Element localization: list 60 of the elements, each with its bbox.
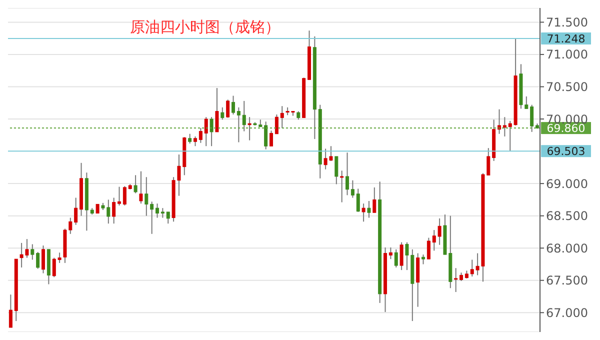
candlestick: [274, 114, 278, 134]
candlestick: [334, 156, 338, 185]
candlestick: [134, 174, 138, 194]
ref-line-label: 71.248: [546, 32, 586, 46]
candlestick: [270, 130, 274, 147]
candlestick: [144, 176, 148, 216]
candlestick: [118, 186, 122, 206]
candlestick: [166, 211, 170, 224]
candlestick: [188, 133, 192, 144]
candlestick: [280, 106, 284, 129]
candlestick: [502, 116, 506, 137]
y-tick-label: 71.500: [546, 15, 588, 30]
candlestick: [367, 200, 371, 218]
y-tick-label: 67.500: [546, 274, 588, 288]
candlestick: [156, 203, 160, 218]
candlestick: [232, 95, 236, 115]
candlestick: [204, 116, 208, 147]
text: 原油四小时图（成铭）: [130, 18, 280, 37]
candlestick: [388, 246, 392, 260]
candlestick: [372, 186, 376, 214]
candlestick: [226, 99, 230, 118]
ref-line-label: 69.503: [546, 145, 586, 158]
candlestick: [160, 208, 164, 218]
candlestick: [426, 237, 430, 260]
candlestick: [248, 116, 252, 141]
candlestick: [74, 197, 78, 226]
candlestick: [198, 128, 202, 144]
candlestick: [8, 294, 12, 328]
y-tick-label: 68.000: [546, 241, 588, 256]
candlestick: [215, 88, 219, 132]
candlestick: [346, 152, 350, 196]
candlestick: [220, 106, 224, 120]
candlestick: [210, 116, 214, 147]
candlestick: [454, 268, 458, 292]
y-tick-label: 68.500: [546, 209, 588, 224]
candlestick: [422, 254, 426, 265]
candlestick: [122, 186, 126, 206]
candlestick: [400, 242, 404, 271]
candlestick: [30, 244, 34, 260]
y-tick-label: 71.000: [546, 48, 588, 62]
y-tick-label: 67.000: [546, 306, 588, 320]
candlestick: [236, 106, 240, 143]
candlestick: [394, 248, 398, 268]
candlestick: [362, 203, 366, 222]
candlestick: [350, 180, 354, 198]
candlestick: [530, 104, 534, 132]
candlestick: [42, 245, 46, 274]
candlestick: [139, 170, 143, 204]
candlestick: [356, 188, 360, 212]
candlestick: [264, 121, 268, 150]
candlestick: [36, 251, 40, 270]
candlestick: [150, 201, 154, 234]
y-tick-label: 69.000: [546, 176, 588, 191]
candlestick: [498, 108, 502, 134]
y-tick-label: 70.500: [546, 80, 588, 94]
candlestick: [340, 170, 344, 203]
candlestick: [96, 204, 100, 214]
candlestick: [242, 100, 246, 132]
candlestick: [194, 136, 198, 147]
candlestick: [112, 197, 116, 224]
